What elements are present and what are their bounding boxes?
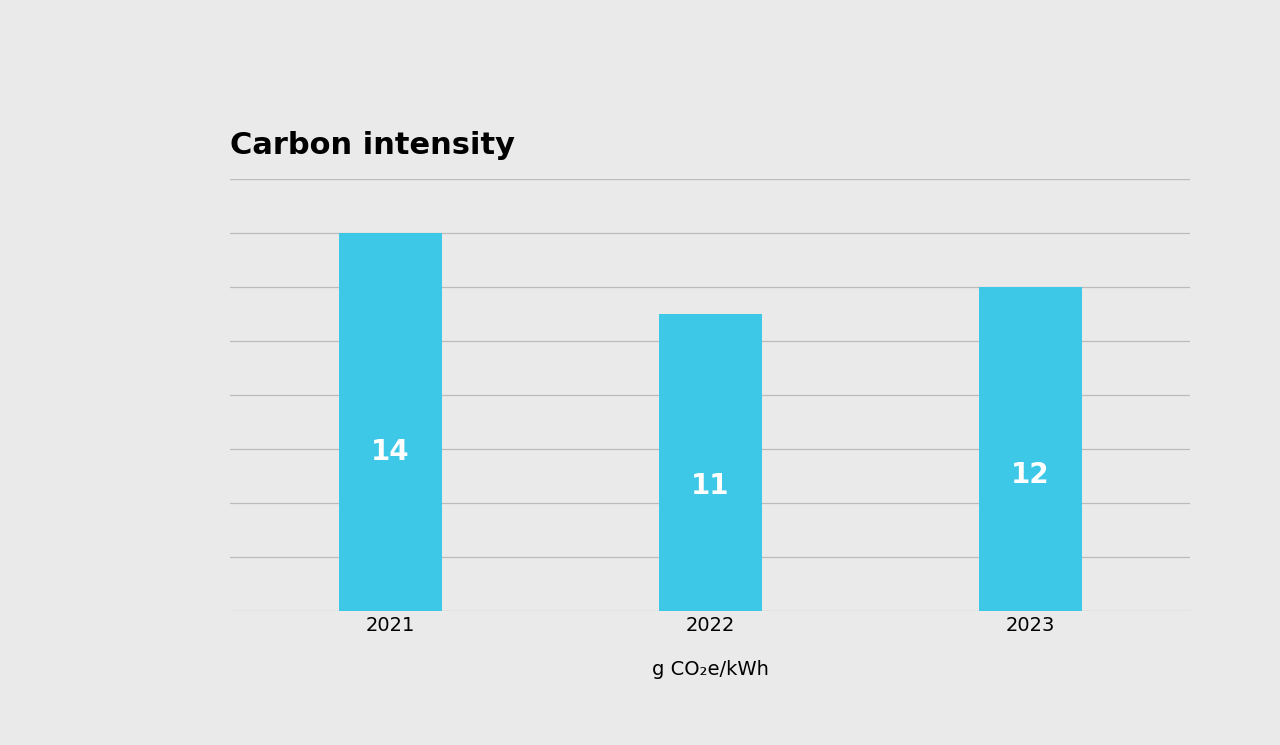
Text: 12: 12 (1011, 461, 1050, 489)
Text: 11: 11 (691, 472, 730, 500)
Text: Carbon intensity: Carbon intensity (230, 131, 516, 159)
Bar (339, 232, 442, 611)
Text: 14: 14 (371, 438, 410, 466)
X-axis label: g CO₂e/kWh: g CO₂e/kWh (652, 660, 769, 679)
Bar (979, 287, 1082, 611)
Bar (659, 314, 762, 611)
